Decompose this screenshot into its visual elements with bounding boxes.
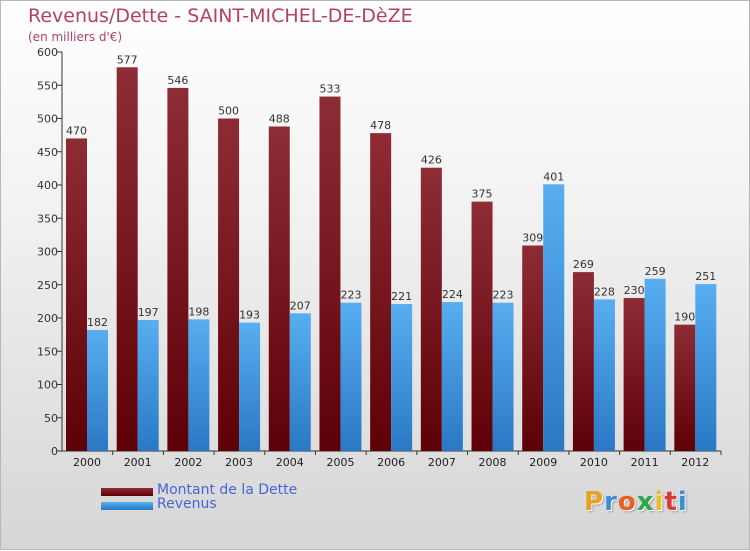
revenus-bar <box>644 278 666 451</box>
logo-letter: P <box>584 487 605 517</box>
revenus-bar <box>137 319 159 451</box>
y-tick-label: 600 <box>37 46 58 59</box>
dette-bar <box>268 126 290 451</box>
data-label: 230 <box>624 284 645 297</box>
revenus-bar <box>543 184 565 451</box>
y-tick-label: 50 <box>44 412 58 425</box>
data-label: 190 <box>674 311 695 324</box>
revenus-bar <box>340 302 362 451</box>
y-tick-label: 100 <box>37 379 58 392</box>
logo-letter: x <box>636 487 655 517</box>
revenus-bar <box>441 302 463 451</box>
legend-label-dette: Montant de la Dette <box>157 482 298 498</box>
dette-bar <box>572 272 594 451</box>
data-label: 488 <box>269 112 290 125</box>
data-label: 207 <box>290 299 311 312</box>
dette-bar <box>674 324 696 451</box>
y-tick-label: 200 <box>37 312 58 325</box>
data-label: 224 <box>442 288 463 301</box>
chart-subtitle: (en milliers d'€) <box>28 30 123 44</box>
data-label: 269 <box>573 258 594 271</box>
proxiti-logo: Proxiti <box>584 487 688 517</box>
data-label: 546 <box>167 74 188 87</box>
x-tick-label: 2006 <box>377 456 405 469</box>
revenus-bar <box>87 329 108 451</box>
x-tick-label: 2003 <box>225 456 253 469</box>
x-tick-label: 2009 <box>529 456 557 469</box>
revenus-bar <box>289 313 311 451</box>
y-tick-label: 150 <box>37 345 58 358</box>
dette-bar <box>167 87 189 451</box>
data-label: 478 <box>370 119 391 132</box>
x-tick-label: 2001 <box>124 456 152 469</box>
logo-letter: r <box>604 487 618 517</box>
dette-bar <box>420 167 442 451</box>
data-label: 375 <box>472 188 493 201</box>
data-label: 197 <box>138 306 159 319</box>
logo-letter: t <box>664 487 678 517</box>
data-label: 223 <box>340 289 361 302</box>
data-label: 223 <box>493 289 514 302</box>
y-tick-label: 550 <box>37 79 58 92</box>
data-label: 577 <box>117 53 138 66</box>
y-tick-label: 350 <box>37 212 58 225</box>
revenus-bar <box>239 322 261 451</box>
dette-bar <box>66 138 87 451</box>
data-label: 221 <box>391 290 412 303</box>
legend-label-revenus: Revenus <box>157 496 217 512</box>
dette-bar <box>218 118 240 451</box>
y-tick-label: 450 <box>37 146 58 159</box>
x-tick-label: 2000 <box>73 456 101 469</box>
dette-bar <box>116 67 138 452</box>
bars-group <box>66 67 717 452</box>
data-label: 401 <box>543 170 564 183</box>
x-tick-label: 2002 <box>174 456 202 469</box>
logo-letter: i <box>654 487 665 517</box>
x-tick-label: 2011 <box>631 456 659 469</box>
y-tick-label: 250 <box>37 279 58 292</box>
dette-bar <box>623 298 645 451</box>
dette-bar <box>471 201 493 451</box>
data-label: 198 <box>188 305 209 318</box>
legend-swatch-revenus <box>101 502 153 510</box>
y-tick-label: 0 <box>51 445 58 458</box>
x-tick-label: 2004 <box>276 456 304 469</box>
legend-swatch-dette <box>101 488 153 496</box>
revenus-bar <box>391 304 413 451</box>
dette-bar <box>319 96 341 452</box>
x-tick-label: 2010 <box>580 456 608 469</box>
dette-bar <box>370 133 392 451</box>
x-tick-label: 2005 <box>326 456 354 469</box>
data-label: 533 <box>319 83 340 96</box>
dette-bar <box>522 245 544 451</box>
data-label: 182 <box>87 316 108 329</box>
data-label: 193 <box>239 309 260 322</box>
x-tick-label: 2007 <box>428 456 456 469</box>
chart-title: Revenus/Dette - SAINT-MICHEL-DE-DèZE <box>28 5 413 27</box>
labels-group: 470 182 577 197 546 198 500 193 488 207 533 223 478 2… <box>66 53 716 329</box>
data-label: 470 <box>66 124 87 137</box>
logo-letter: o <box>617 487 637 517</box>
data-label: 309 <box>522 232 543 245</box>
x-tick-label: 2008 <box>479 456 507 469</box>
x-tick-label: 2012 <box>681 456 709 469</box>
data-label: 500 <box>218 105 239 118</box>
y-tick-label: 500 <box>37 113 58 126</box>
y-tick-label: 400 <box>37 179 58 192</box>
y-tick-label: 300 <box>37 246 58 259</box>
revenus-bar <box>492 302 514 451</box>
revenus-bar <box>695 284 717 451</box>
data-label: 228 <box>594 285 615 298</box>
revenus-bar <box>593 299 615 451</box>
data-label: 426 <box>421 154 442 167</box>
data-label: 259 <box>645 265 666 278</box>
revenus-bar <box>188 319 210 451</box>
data-label: 251 <box>695 270 716 283</box>
logo-letter: i <box>677 487 688 517</box>
